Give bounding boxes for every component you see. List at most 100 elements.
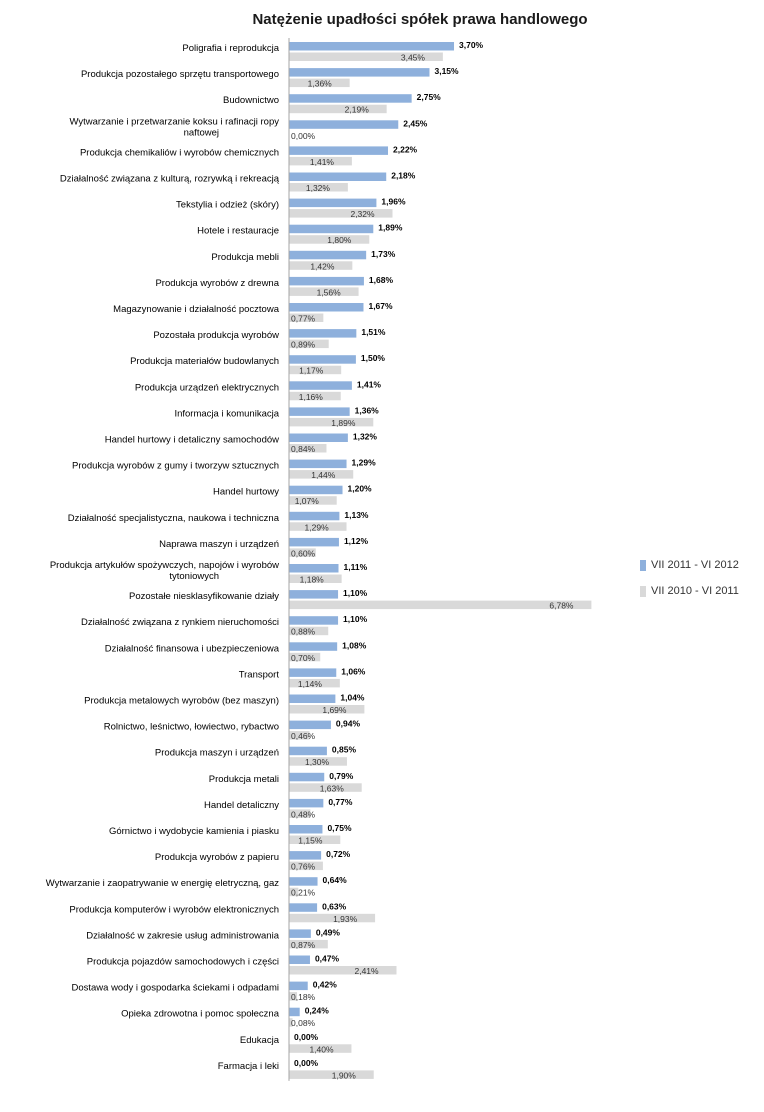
data-label-series-1: 2,75% [417, 92, 442, 102]
bar-series-1 [289, 224, 374, 234]
data-label-series-1: 1,29% [352, 458, 377, 468]
data-label-series-1: 0,00% [294, 1058, 319, 1068]
bar-series-2 [289, 966, 397, 975]
data-label-series-2: 1,07% [295, 496, 320, 506]
bar-series-1 [289, 276, 364, 286]
bar-series-1 [289, 485, 343, 495]
category-label: Transport [239, 669, 280, 680]
data-label-series-2: 2,41% [354, 966, 379, 976]
bar-series-1 [289, 877, 318, 886]
data-label-series-2: 1,40% [309, 1044, 334, 1054]
bar-series-1 [289, 250, 367, 260]
data-label-series-2: 0,77% [291, 314, 316, 324]
category-label: Budownictwo [223, 95, 279, 106]
bar-series-2 [289, 887, 299, 897]
category-label: Informacja i komunikacja [174, 408, 279, 419]
bar-series-2 [289, 261, 353, 270]
bar-series-2 [289, 52, 443, 61]
bar-series-1 [289, 1007, 300, 1017]
category-label: Handel hurtowy i detaliczny samochodów [105, 435, 279, 446]
bar-series-2 [289, 339, 329, 349]
data-label-series-1: 1,11% [344, 562, 368, 572]
data-label-series-2: 0,08% [291, 1018, 316, 1028]
bar-series-1 [289, 825, 323, 834]
category-label: Produkcja wyrobów z drewna [155, 278, 279, 289]
data-label-series-1: 3,15% [434, 66, 459, 76]
data-label-series-1: 1,51% [361, 327, 386, 337]
bar-series-2 [289, 835, 341, 844]
data-label-series-2: 1,36% [308, 79, 333, 89]
data-label-series-1: 1,73% [371, 249, 396, 259]
bar-series-2 [289, 600, 592, 610]
data-label-series-1: 3,70% [459, 40, 484, 50]
data-label-series-2: 0,60% [291, 548, 316, 558]
bar-series-1 [289, 172, 387, 181]
category-label: Naprawa maszyn i urządzeń [159, 539, 279, 550]
category-label: Wytwarzanie i zaopatrywanie w energię el… [46, 878, 280, 889]
data-label-series-1: 1,96% [381, 197, 406, 207]
bar-series-1 [289, 981, 308, 991]
bar-series-1 [289, 903, 318, 912]
legend-label-series-1: VII 2011 - VI 2012 [651, 559, 739, 571]
legend: VII 2011 - VI 2012 VII 2010 - VI 2011 [640, 555, 739, 607]
data-label-series-1: 0,63% [322, 901, 347, 911]
category-label: Produkcja urządzeń elektrycznych [135, 382, 279, 393]
data-label-series-2: 6,78% [549, 601, 574, 611]
data-label-series-1: 2,45% [403, 118, 428, 128]
category-label: Produkcja artykułów spożywczych, napojów… [50, 560, 279, 582]
data-label-series-1: 0,24% [305, 1006, 330, 1016]
data-label-series-1: 1,04% [340, 693, 365, 703]
category-label: Farmacja i leki [218, 1061, 279, 1072]
data-label-series-2: 1,80% [327, 235, 352, 245]
data-label-series-1: 0,47% [315, 954, 340, 964]
bar-series-1 [289, 616, 339, 625]
data-label-series-2: 0,18% [291, 992, 316, 1002]
bar-series-1 [289, 42, 455, 51]
data-label-series-2: 0,70% [291, 653, 316, 663]
category-label: Wytwarzanie i przetwarzanie koksu i rafi… [69, 116, 279, 138]
data-label-series-1: 1,13% [344, 510, 369, 520]
category-label: Produkcja metali [209, 774, 279, 785]
data-label-series-1: 1,36% [355, 405, 380, 415]
bar-series-2 [289, 287, 359, 296]
legend-item-series-1: VII 2011 - VI 2012 [640, 555, 739, 575]
data-label-series-2: 0,48% [291, 809, 316, 819]
data-label-series-2: 1,56% [317, 287, 342, 297]
data-label-series-1: 1,20% [348, 484, 373, 494]
bar-series-2 [289, 235, 370, 244]
bar-series-1 [289, 851, 322, 860]
category-label: Produkcja komputerów i wyrobów elektroni… [69, 904, 279, 915]
bar-series-1 [289, 798, 324, 808]
category-label: Pozostała produkcja wyrobów [153, 330, 279, 341]
data-label-series-1: 1,10% [343, 588, 368, 598]
data-label-series-1: 1,06% [341, 666, 366, 676]
data-label-series-2: 1,69% [322, 705, 347, 715]
bar-series-2 [289, 809, 311, 818]
bar-series-1 [289, 303, 364, 312]
bar-series-2 [289, 652, 321, 662]
bar-series-1 [289, 772, 325, 782]
bar-series-1 [289, 564, 339, 573]
bar-series-2 [289, 757, 347, 766]
data-label-series-1: 0,77% [328, 797, 353, 807]
bar-series-2 [289, 104, 387, 114]
data-label-series-1: 0,64% [323, 875, 348, 885]
bar-series-1 [289, 381, 352, 390]
data-label-series-2: 1,63% [320, 783, 345, 793]
bar-series-1 [289, 329, 357, 338]
data-label-series-1: 1,68% [369, 275, 394, 285]
data-label-series-2: 0,88% [291, 627, 316, 637]
bar-series-2 [289, 1070, 374, 1079]
bar-series-1 [289, 642, 338, 651]
legend-swatch-series-2 [640, 585, 646, 597]
category-label: Magazynowanie i działalność pocztowa [113, 304, 280, 315]
data-label-series-1: 0,79% [329, 771, 354, 781]
bar-series-1 [289, 694, 336, 703]
bar-series-2 [289, 78, 350, 88]
data-label-series-2: 2,19% [345, 105, 370, 115]
category-label: Produkcja maszyn i urządzeń [155, 748, 279, 759]
bar-series-1 [289, 929, 311, 938]
bar-series-2 [289, 156, 352, 166]
category-label: Górnictwo i wydobycie kamienia i piasku [109, 826, 279, 837]
bar-series-2 [289, 1018, 293, 1027]
